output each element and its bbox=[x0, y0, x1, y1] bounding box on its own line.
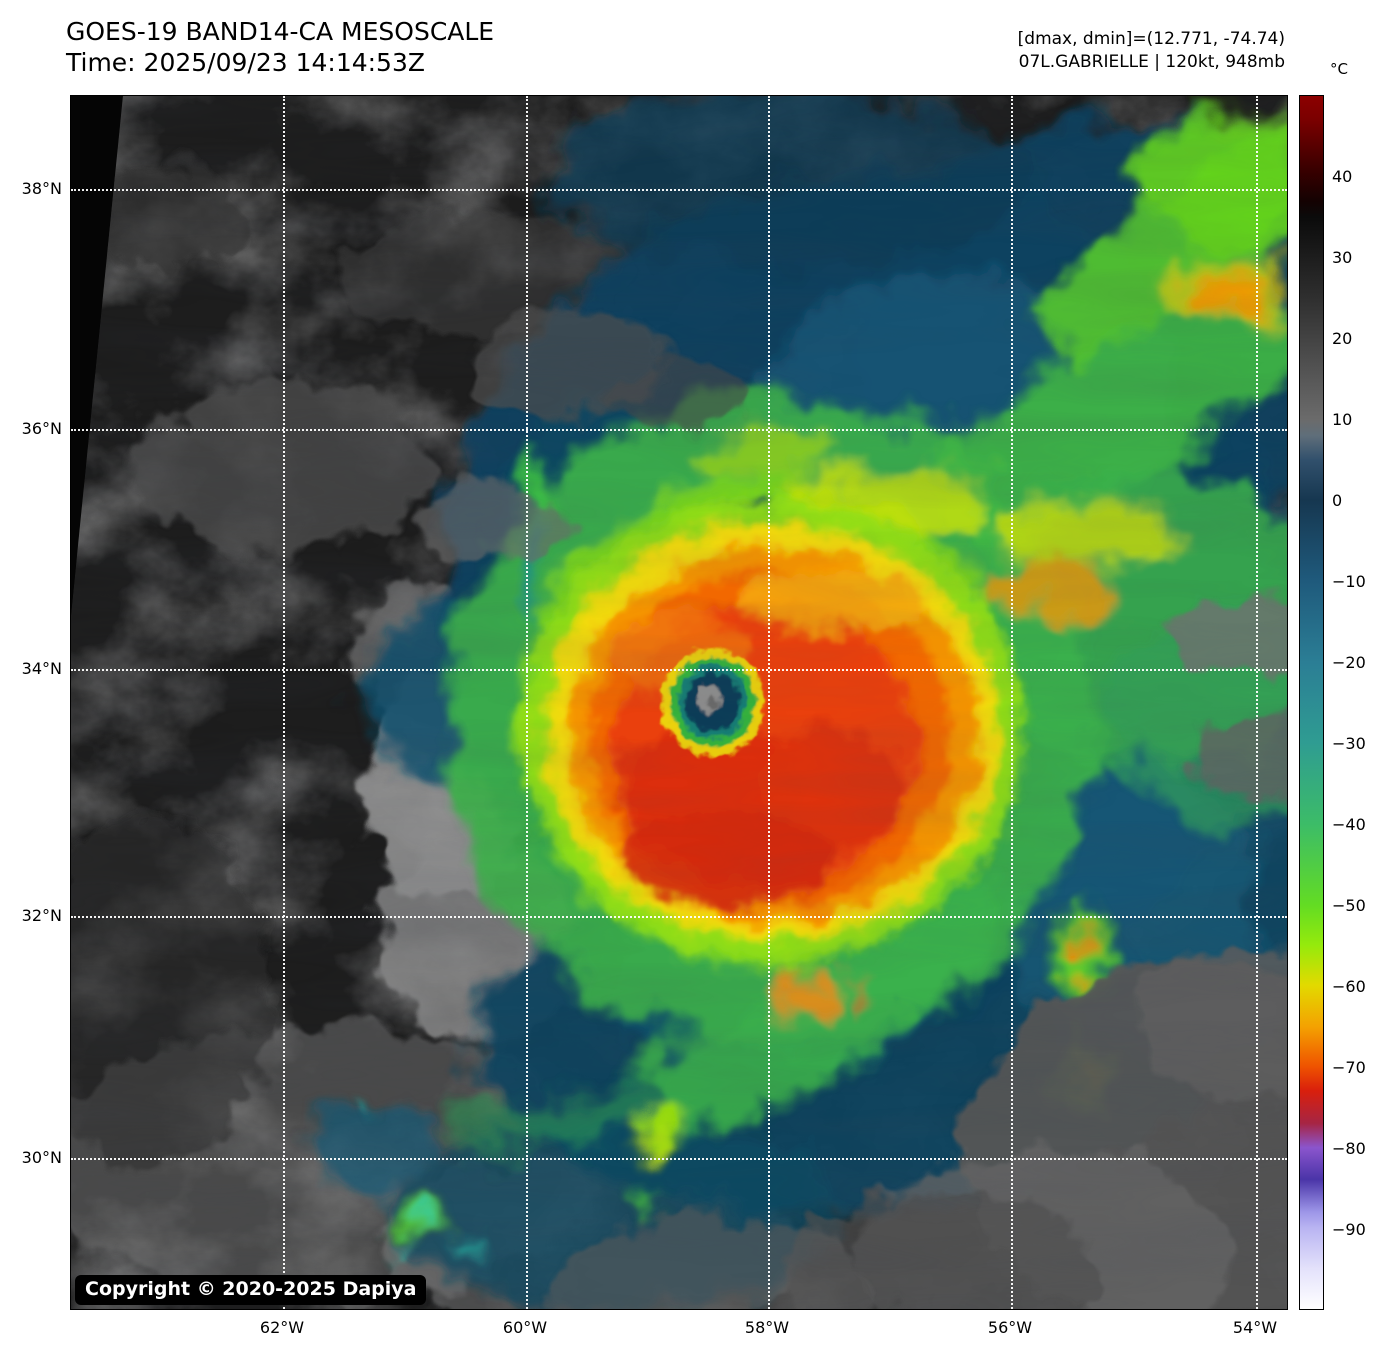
gridline-54w bbox=[1256, 96, 1258, 1309]
colorbar-tick-label: −80 bbox=[1332, 1139, 1366, 1158]
graticule bbox=[71, 96, 1287, 1309]
colorbar-tick-label: 10 bbox=[1332, 410, 1353, 429]
copyright-badge: Copyright © 2020-2025 Dapiya bbox=[75, 1275, 427, 1305]
title-block: GOES-19 BAND14-CA MESOSCALE Time: 2025/0… bbox=[66, 16, 494, 78]
lat-tick-label: 30°N bbox=[21, 1148, 62, 1167]
colorbar-tick-label: −60 bbox=[1332, 977, 1366, 996]
lat-tick-label: 32°N bbox=[21, 906, 62, 925]
colorbar-tick-label: −50 bbox=[1332, 896, 1366, 915]
colorbar bbox=[1299, 95, 1324, 1310]
colorbar-tick-label: −10 bbox=[1332, 572, 1366, 591]
satellite-image bbox=[71, 96, 1287, 1309]
colorbar-tick-label: 0 bbox=[1332, 491, 1343, 510]
page-title: GOES-19 BAND14-CA MESOSCALE bbox=[66, 17, 495, 46]
colorbar-tick-label: −30 bbox=[1332, 734, 1366, 753]
colorbar-unit: °C bbox=[1330, 60, 1348, 78]
gridline-30n bbox=[71, 1158, 1287, 1160]
gridline-62w bbox=[283, 96, 285, 1309]
gridline-38n bbox=[71, 189, 1287, 191]
lon-tick-label: 58°W bbox=[744, 1318, 790, 1337]
colorbar-tick-label: 30 bbox=[1332, 248, 1353, 267]
gridline-58w bbox=[768, 96, 770, 1309]
satellite-map: Copyright © 2020-2025 Dapiya bbox=[70, 95, 1288, 1310]
colorbar-tick-label: −70 bbox=[1332, 1058, 1366, 1077]
colorbar-tick-label: 40 bbox=[1332, 167, 1353, 186]
gridline-34n bbox=[71, 669, 1287, 671]
lon-tick-label: 62°W bbox=[259, 1318, 305, 1337]
lon-tick-label: 54°W bbox=[1232, 1318, 1278, 1337]
lon-tick-label: 60°W bbox=[502, 1318, 548, 1337]
storm-annotation: 07L.GABRIELLE | 120kt, 948mb bbox=[1018, 52, 1285, 72]
annotation-block: [dmax, dmin]=(12.771, -74.74) 07L.GABRIE… bbox=[1018, 28, 1285, 74]
lat-tick-label: 34°N bbox=[21, 659, 62, 678]
gridline-36n bbox=[71, 429, 1287, 431]
colorbar-tick-label: −40 bbox=[1332, 815, 1366, 834]
lon-tick-label: 56°W bbox=[987, 1318, 1033, 1337]
colorbar-tick-label: −90 bbox=[1332, 1220, 1366, 1239]
gridline-32n bbox=[71, 916, 1287, 918]
scanline-texture bbox=[71, 96, 1287, 1309]
colorbar-tick-label: −20 bbox=[1332, 653, 1366, 672]
colorbar-tick-label: 20 bbox=[1332, 329, 1353, 348]
lat-tick-label: 38°N bbox=[21, 179, 62, 198]
gridline-60w bbox=[526, 96, 528, 1309]
gridline-56w bbox=[1011, 96, 1013, 1309]
timestamp: Time: 2025/09/23 14:14:53Z bbox=[66, 48, 425, 77]
lat-tick-label: 36°N bbox=[21, 419, 62, 438]
dmax-dmin-annotation: [dmax, dmin]=(12.771, -74.74) bbox=[1017, 29, 1285, 49]
